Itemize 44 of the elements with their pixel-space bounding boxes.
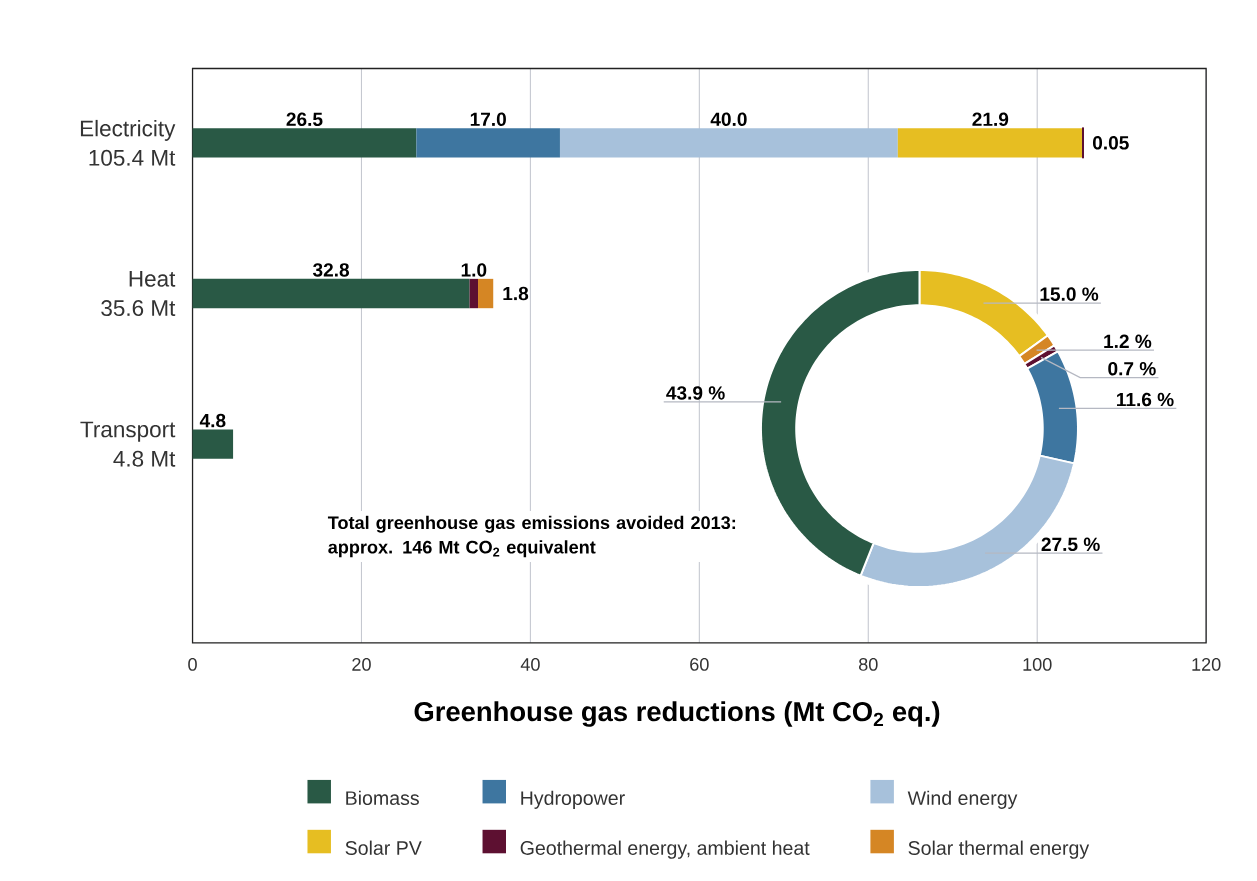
bar <box>478 279 494 309</box>
total-label: 4.8 Mt <box>113 451 176 467</box>
y-tick-label: Heat <box>129 271 176 287</box>
data-label: 1.8 <box>503 287 529 301</box>
bar <box>469 279 479 309</box>
data-label: 1.2 % <box>1104 334 1152 349</box>
data-label: 26.5 <box>286 112 323 127</box>
bar <box>897 128 1083 158</box>
data-label: 43.9 % <box>666 386 725 400</box>
bar <box>192 128 417 158</box>
data-label: 21.9 <box>972 112 1009 127</box>
x-tick-label: 40 <box>520 658 540 672</box>
legend-label: Solar PV <box>345 840 422 856</box>
data-label: 40.0 <box>710 112 747 127</box>
y-tick-label: Transport <box>80 421 176 443</box>
x-tick-label: 0 <box>188 658 197 672</box>
x-tick-label: 20 <box>352 658 371 672</box>
x-tick-label: 80 <box>858 658 878 672</box>
data-label: 0.7 % <box>1108 362 1156 376</box>
data-label: 27.5 % <box>1041 537 1100 552</box>
bar <box>192 429 234 460</box>
legend-label: Solar thermal energy <box>908 840 1090 860</box>
x-tick-label: 120 <box>1192 658 1221 672</box>
bar <box>416 128 560 158</box>
legend-label: Wind energy <box>907 790 1018 810</box>
bar <box>192 279 470 309</box>
data-label: 15.0 % <box>1040 287 1099 302</box>
data-label: 0.05 <box>1092 136 1129 150</box>
data-label: 17.0 <box>470 112 506 127</box>
total-label: 35.6 Mt <box>101 300 176 317</box>
legend-label: Geothermal energy, ambient heat <box>520 840 810 860</box>
x-tick-label: 60 <box>690 658 709 672</box>
data-label: 11.6 % <box>1117 393 1174 407</box>
legend-label: Biomass <box>346 790 419 806</box>
bar <box>559 128 898 158</box>
data-label: 4.8 <box>199 414 226 428</box>
data-label: 32.8 <box>312 263 350 277</box>
legend-label: Hydropower <box>521 790 625 810</box>
x-axis-title: Greenhouse gas reductions (Mt CO$_{2}$ eq.) <box>414 701 940 728</box>
data-label: 1.0 <box>461 263 487 277</box>
y-tick-label: Electricity <box>80 120 176 142</box>
x-tick-label: 100 <box>1023 658 1052 672</box>
total-label: 105.4 Mt <box>89 150 176 167</box>
text: Total greenhouse gas emissions avoided 2013: approx. 146 Mt CO$_{2}$ equivalent <box>327 516 736 558</box>
